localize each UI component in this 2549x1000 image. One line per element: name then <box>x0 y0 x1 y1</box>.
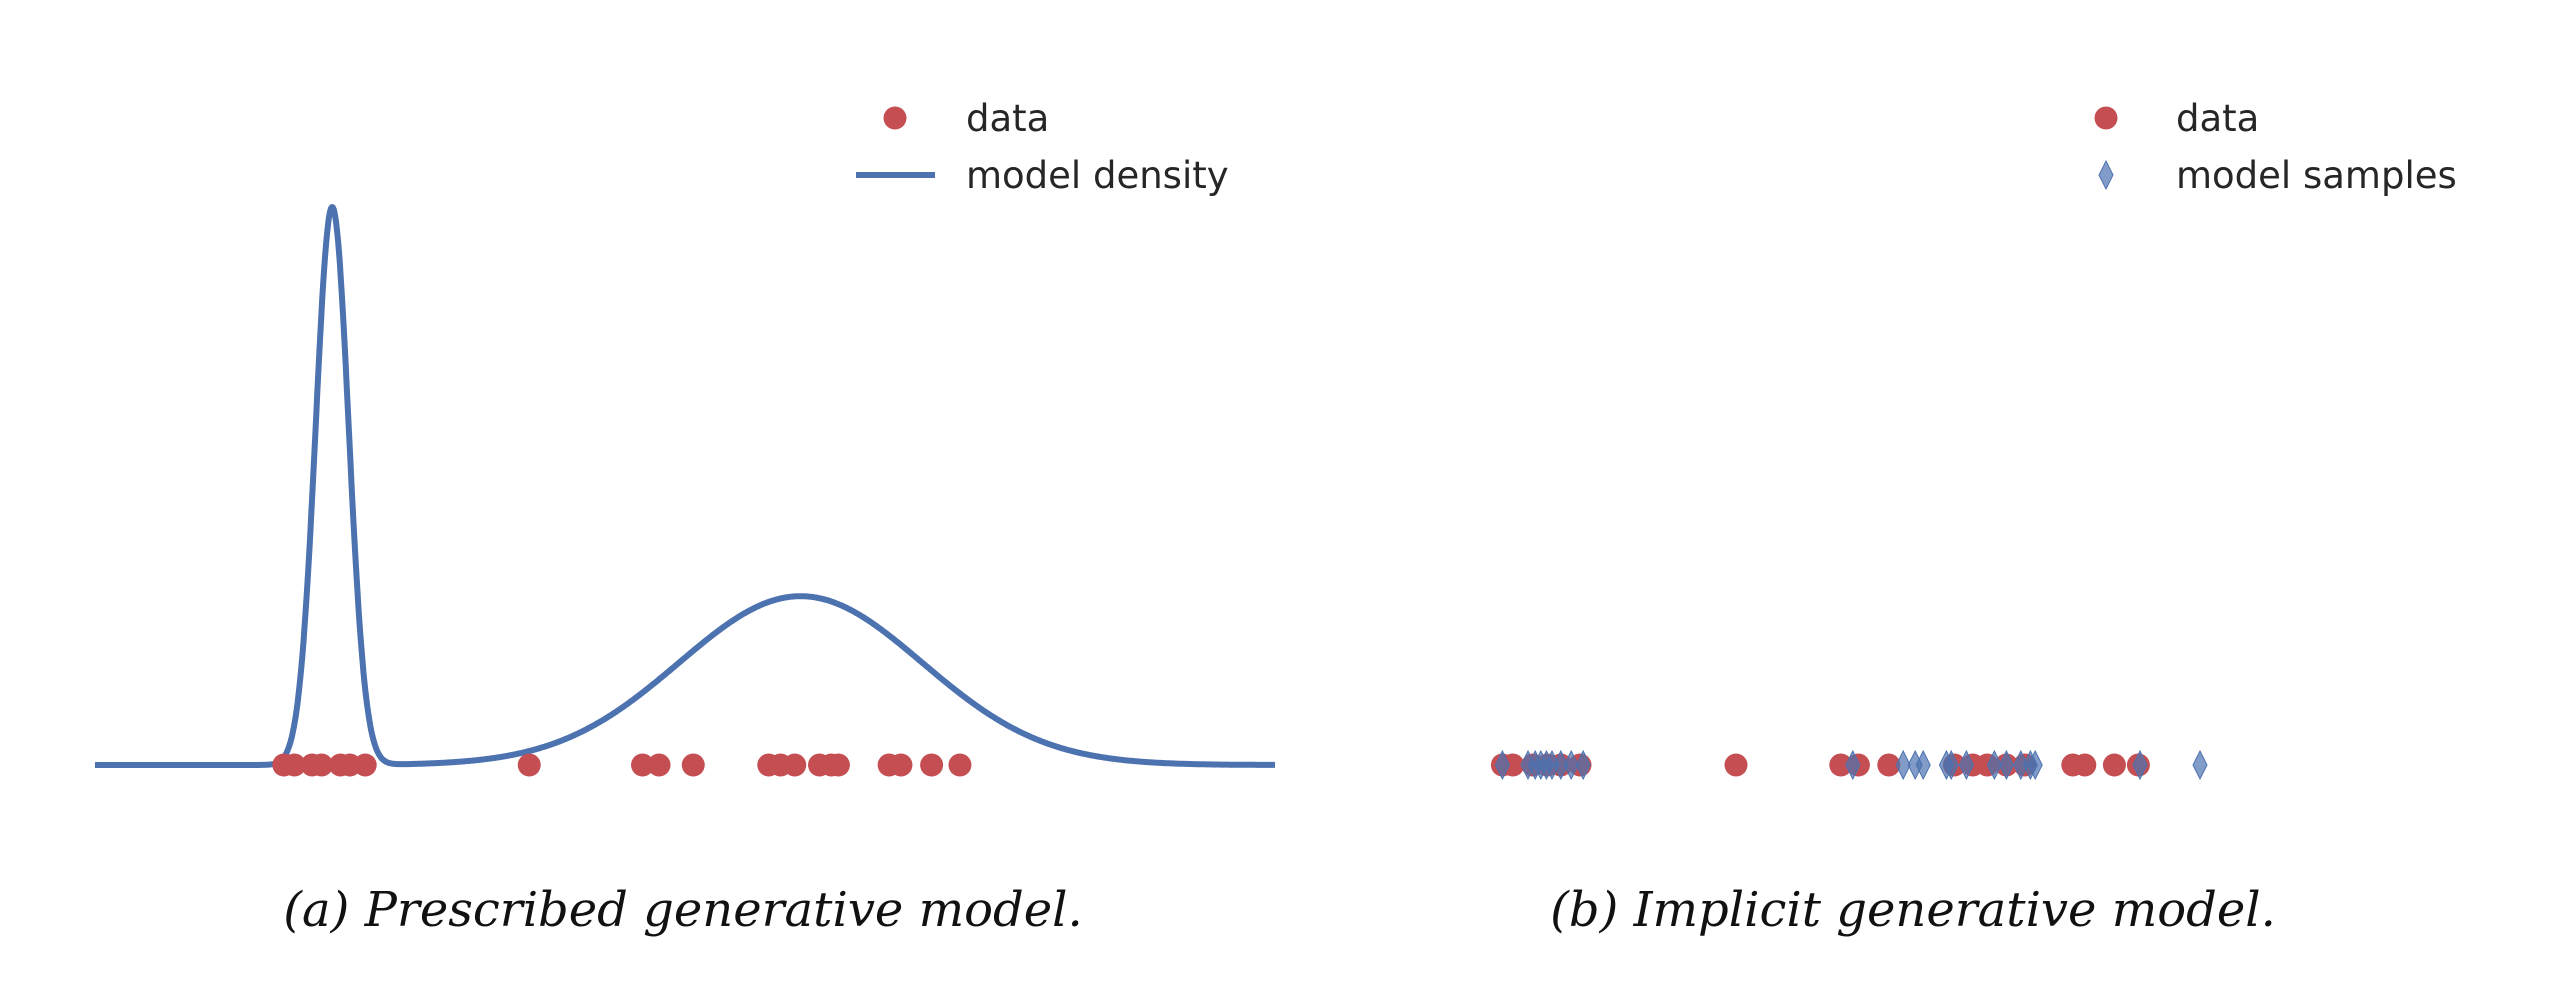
data-point <box>920 753 944 777</box>
data-point <box>647 753 671 777</box>
legend-model-samples-marker <box>2098 159 2114 191</box>
legend-data-marker <box>2094 106 2118 130</box>
data-point <box>353 753 377 777</box>
model-sample-point <box>1494 749 1510 781</box>
model-sample-point <box>2027 749 2043 781</box>
legend-b: data model samples <box>2094 97 2457 197</box>
model-sample-point <box>1998 749 2014 781</box>
model-sample-point <box>1575 749 1591 781</box>
data-point <box>1877 753 1901 777</box>
data-point <box>783 753 807 777</box>
model-sample-point <box>2192 749 2208 781</box>
model-sample-point <box>1553 749 1569 781</box>
legend-a: data model density <box>856 97 1229 197</box>
data-point <box>826 753 850 777</box>
data-point <box>631 753 655 777</box>
data-point <box>310 753 334 777</box>
model-sample-point <box>1895 749 1911 781</box>
data-point <box>948 753 972 777</box>
panel-prescribed-model: data model density (a) Prescribed genera… <box>93 97 1277 938</box>
model-sample-point <box>1986 749 2002 781</box>
data-point <box>1829 753 1853 777</box>
caption-a: (a) Prescribed generative model. <box>283 882 1083 938</box>
data-point <box>1724 753 1748 777</box>
model-sample-point <box>1845 749 1861 781</box>
model-sample-point <box>1915 749 1931 781</box>
caption-b: (b) Implicit generative model. <box>1550 882 2276 938</box>
legend-data-marker <box>883 106 907 130</box>
model-sample-point <box>1943 749 1959 781</box>
panel-implicit-model: data model samples (b) Implicit generati… <box>1490 97 2457 938</box>
legend-data-label: data <box>966 97 1049 140</box>
data-points-a <box>272 753 972 777</box>
data-point <box>282 753 306 777</box>
legend-model-samples-label: model samples <box>2176 154 2457 197</box>
model-samples-b <box>1494 749 2208 781</box>
data-point <box>681 753 705 777</box>
data-point <box>517 753 541 777</box>
data-point <box>889 753 913 777</box>
legend-data-label: data <box>2176 97 2259 140</box>
model-sample-point <box>2132 749 2148 781</box>
legend-model-density-label: model density <box>966 154 1229 197</box>
model-sample-point <box>1958 749 1974 781</box>
data-point <box>2102 753 2126 777</box>
model-density-line <box>93 204 1277 768</box>
model-sample-point <box>1563 749 1579 781</box>
data-point <box>2073 753 2097 777</box>
